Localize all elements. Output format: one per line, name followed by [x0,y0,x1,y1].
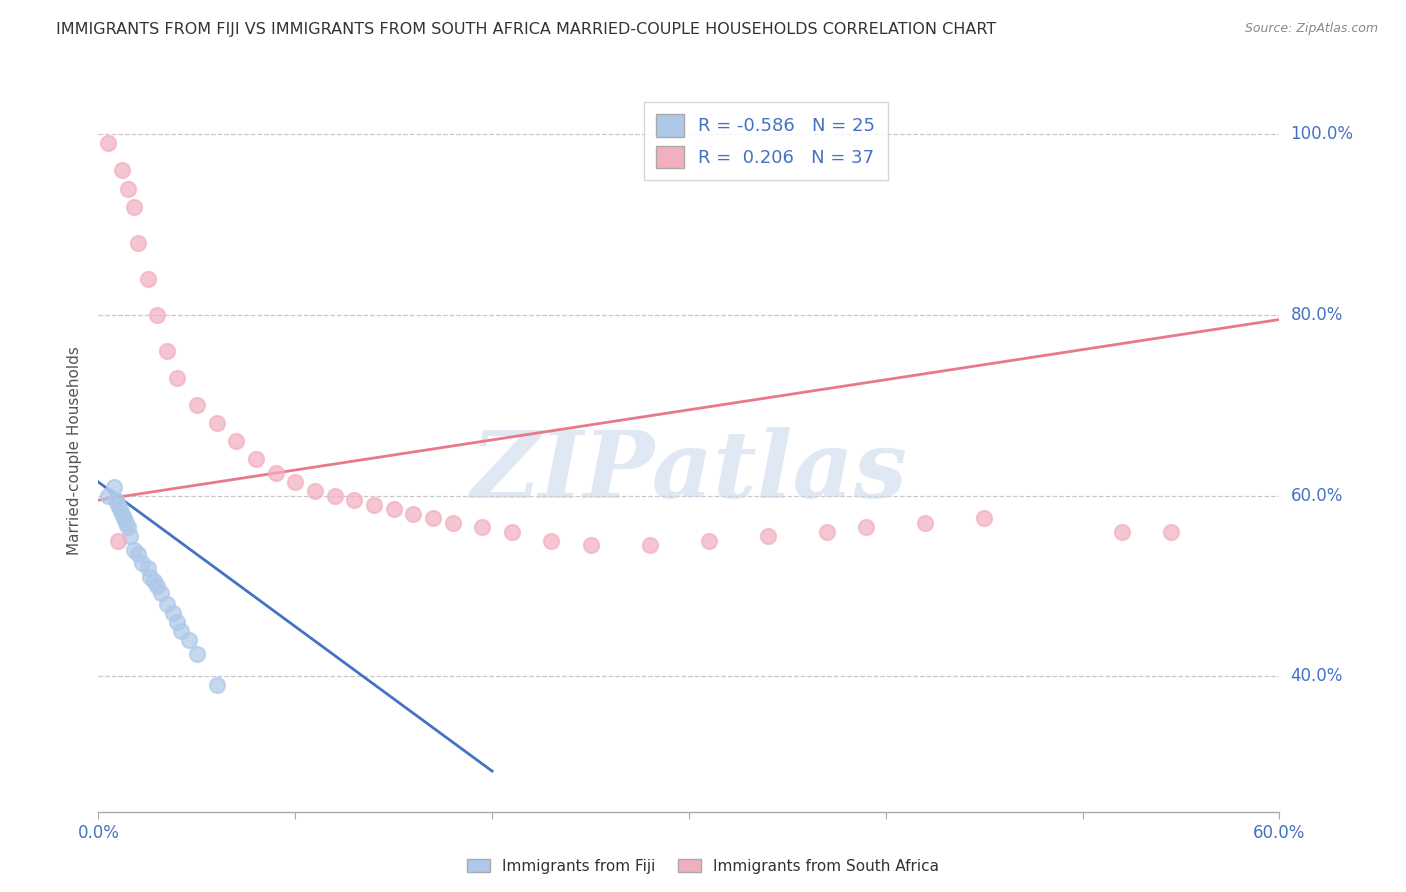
Point [756,529,779,543]
Point [205,417,228,431]
Point [697,533,720,548]
Point [127,547,149,561]
Point [156,597,179,611]
Point [103,480,125,494]
Text: 40.0%: 40.0% [1291,667,1343,685]
Point [117,520,139,534]
Point [111,163,134,178]
Point [363,498,385,512]
Point [540,533,562,548]
Point [105,493,128,508]
Point [156,344,179,359]
Text: 60.0%: 60.0% [1291,487,1343,505]
Point [142,574,165,589]
Point [422,511,444,525]
Point [136,272,159,286]
Point [343,493,366,508]
Point [815,524,838,539]
Y-axis label: Married-couple Households: Married-couple Households [66,346,82,555]
Point [146,308,169,322]
Legend: Immigrants from Fiji, Immigrants from South Africa: Immigrants from Fiji, Immigrants from So… [461,853,945,880]
Point [112,511,135,525]
Point [402,507,425,521]
Point [914,516,936,530]
Point [108,502,131,516]
Point [117,181,139,195]
Legend: R = -0.586   N = 25, R =  0.206   N = 37: R = -0.586 N = 25, R = 0.206 N = 37 [644,102,887,180]
Point [118,529,141,543]
Text: ZIPatlas: ZIPatlas [471,427,907,517]
Point [382,502,405,516]
Text: Source: ZipAtlas.com: Source: ZipAtlas.com [1244,22,1378,36]
Point [166,371,188,385]
Point [186,398,208,412]
Point [638,538,661,552]
Point [501,524,523,539]
Point [284,475,307,489]
Point [127,235,149,250]
Point [177,633,200,648]
Point [162,606,184,620]
Point [166,615,188,629]
Point [170,624,193,639]
Point [245,452,267,467]
Point [323,489,346,503]
Text: 100.0%: 100.0% [1291,126,1354,144]
Point [225,434,247,449]
Point [107,533,129,548]
Point [441,516,464,530]
Text: 80.0%: 80.0% [1291,306,1343,324]
Point [186,647,208,661]
Point [1160,524,1182,539]
Point [304,484,326,499]
Point [136,561,159,575]
Point [205,678,228,692]
Point [111,507,134,521]
Point [855,520,877,534]
Point [1111,524,1133,539]
Point [107,498,129,512]
Point [146,579,169,593]
Text: IMMIGRANTS FROM FIJI VS IMMIGRANTS FROM SOUTH AFRICA MARRIED-COUPLE HOUSEHOLDS C: IMMIGRANTS FROM FIJI VS IMMIGRANTS FROM … [56,22,997,37]
Point [150,586,173,600]
Point [97,136,120,151]
Point [115,516,138,530]
Point [471,520,494,534]
Point [131,557,153,571]
Point [138,570,160,584]
Point [264,466,287,480]
Point [122,200,145,214]
Point [973,511,995,525]
Point [97,489,120,503]
Point [122,542,145,557]
Point [579,538,602,552]
